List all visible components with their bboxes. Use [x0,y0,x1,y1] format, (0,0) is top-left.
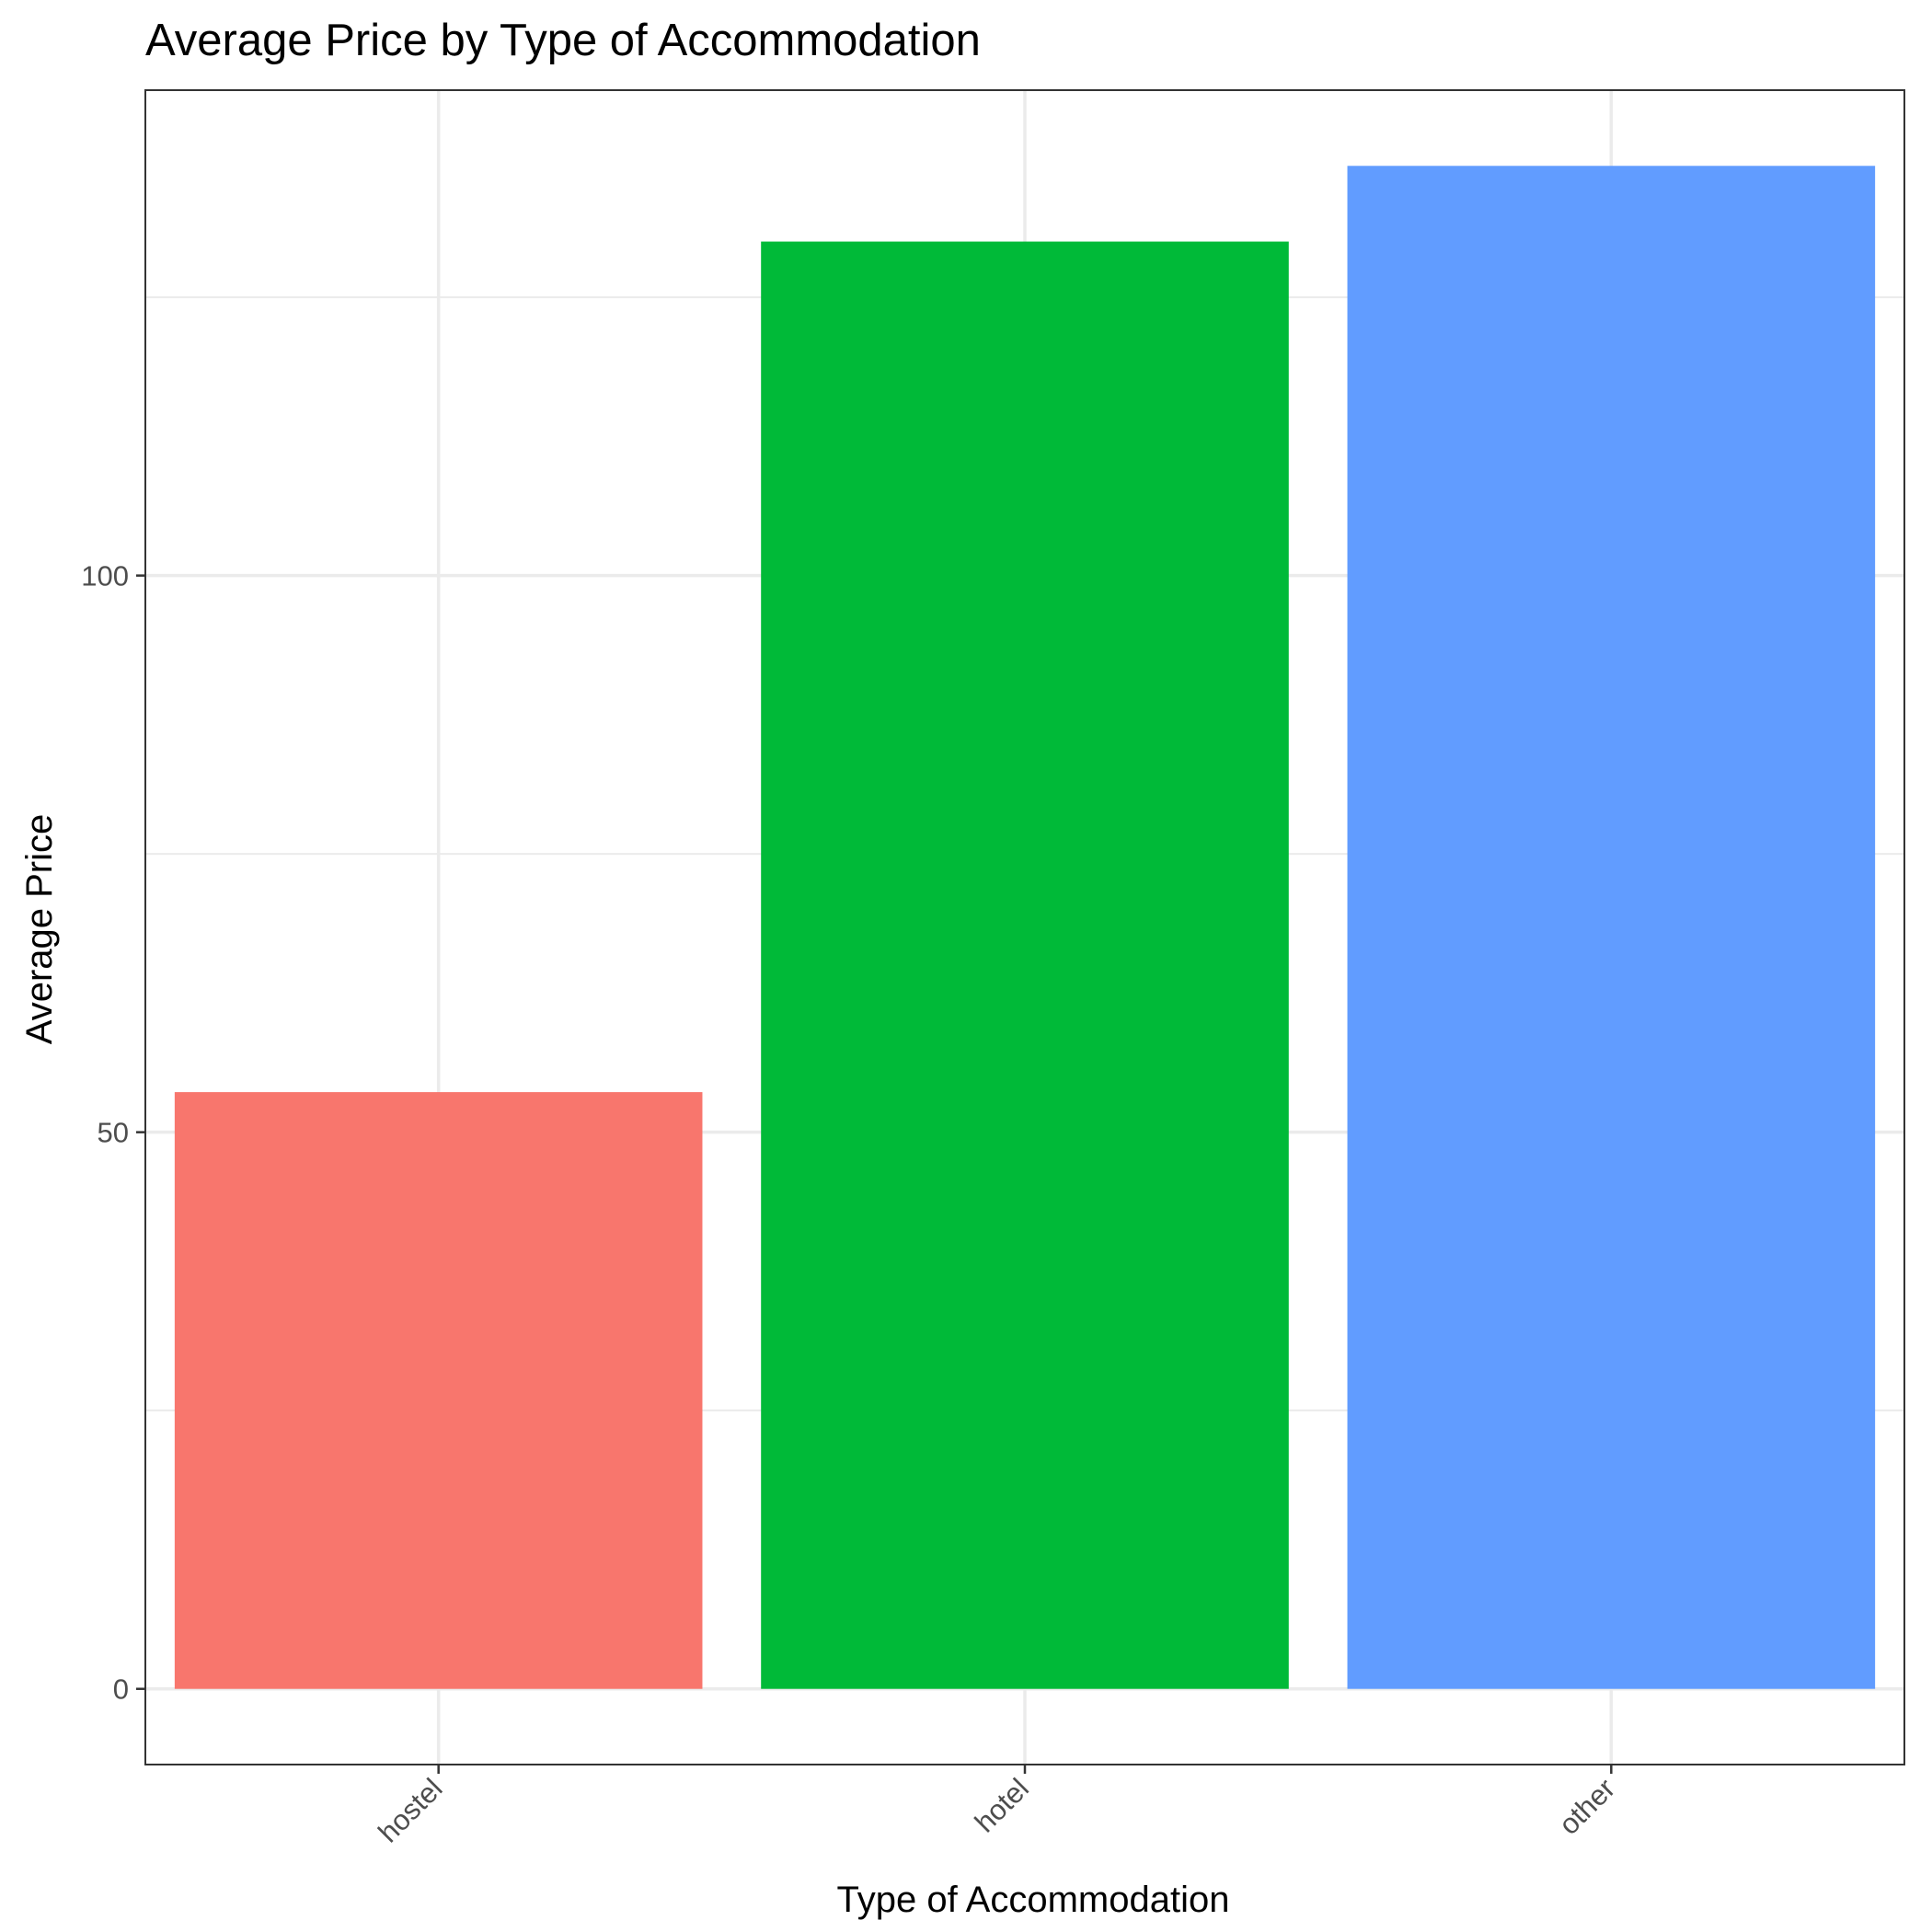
y-axis-title: Average Price [19,814,60,1045]
y-axis: 0 50 100 [81,560,145,1706]
chart-title: Average Price by Type of Accommodation [145,16,981,65]
bar-other [1347,166,1876,1689]
bar-hotel [761,241,1289,1689]
y-tick-label: 100 [81,560,129,592]
plot-panel [144,89,1905,1765]
y-tick-label: 0 [113,1673,129,1706]
bars [174,166,1876,1689]
y-tick-label: 50 [98,1117,129,1149]
bar-hostel [174,1092,703,1689]
x-axis-title: Type of Accommodation [837,1880,1230,1920]
